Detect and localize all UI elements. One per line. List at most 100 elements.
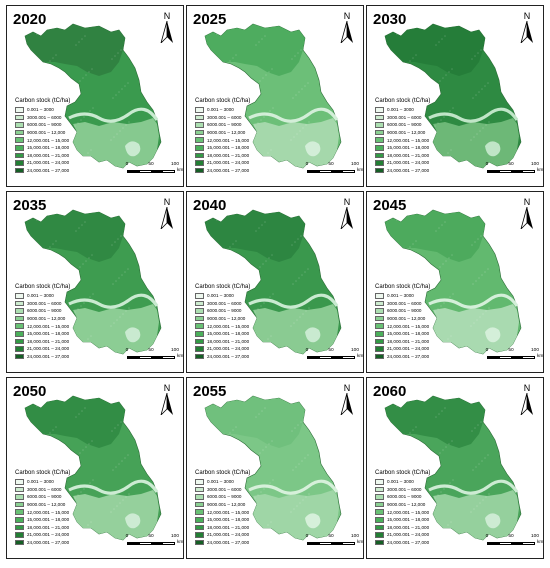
legend-label: 24,000.001 – 27,000 [27, 168, 70, 174]
legend-swatch [375, 300, 384, 307]
legend-swatch [195, 137, 204, 143]
scale-unit: km [537, 354, 544, 359]
texture-dot [44, 291, 46, 293]
year-label: 2025 [193, 11, 227, 28]
legend-swatch [195, 509, 204, 515]
texture-dot [111, 244, 113, 246]
scale-tick-label: 100 [170, 162, 180, 167]
texture-dot [120, 49, 122, 51]
texture-dot [82, 263, 84, 265]
texture-dot [73, 272, 75, 274]
scale-bar: 0 50 100 km [305, 162, 364, 184]
texture-dot [398, 111, 400, 113]
texture-dot [123, 46, 125, 48]
texture-dot [126, 229, 128, 231]
texture-dot [451, 68, 453, 70]
texture-dot [267, 152, 269, 154]
texture-dot [473, 136, 475, 138]
texture-dot [77, 122, 79, 124]
texture-dot [482, 127, 484, 129]
scale-segment [511, 543, 523, 544]
legend-label: 21,000.001 – 24,000 [207, 346, 250, 352]
texture-dot [129, 40, 131, 42]
texture-dot [113, 322, 115, 324]
texture-dot [413, 96, 415, 98]
texture-dot [45, 330, 47, 332]
scale-segment [308, 543, 320, 544]
texture-dot [449, 110, 451, 112]
legend-label: 21,000.001 – 24,000 [207, 532, 250, 538]
carbon-stock-map [384, 23, 522, 169]
texture-dot [304, 271, 306, 273]
legend-swatch [375, 532, 384, 538]
texture-dot [472, 97, 474, 99]
texture-dot [90, 521, 92, 523]
texture-dot [407, 474, 409, 476]
texture-dot [306, 415, 308, 417]
texture-dot [438, 227, 440, 229]
scale-tick-label: 0 [305, 162, 309, 167]
texture-dot [264, 221, 266, 223]
carbon-stock-map [384, 209, 522, 355]
texture-dot [110, 325, 112, 327]
scale-tick-label: 50 [148, 348, 154, 353]
legend-swatch [375, 293, 384, 299]
legend-label: 9000.001 – 12,000 [27, 316, 66, 322]
texture-dot [452, 293, 454, 295]
texture-dot [478, 277, 480, 279]
texture-dot [298, 91, 300, 93]
legend-item: 6000.001 – 9000 [15, 493, 115, 501]
legend-label: 18,000.001 – 21,000 [207, 338, 250, 344]
texture-dot [86, 485, 88, 487]
texture-dot [411, 138, 413, 140]
texture-dot [448, 443, 450, 445]
legend-item: 18,000.001 – 21,000 [15, 524, 115, 532]
legend-item: 6000.001 – 9000 [15, 121, 115, 129]
texture-dot [433, 86, 435, 88]
scale-bar-graphic [487, 542, 535, 545]
legend-label: 24,000.001 – 27,000 [207, 354, 250, 360]
texture-dot [265, 74, 267, 76]
texture-dot [228, 513, 230, 515]
legend-item: 6000.001 – 9000 [375, 493, 475, 501]
texture-dot [222, 519, 224, 521]
texture-dot [51, 138, 53, 140]
texture-dot [450, 149, 452, 151]
texture-dot [231, 324, 233, 326]
north-arrow: N [337, 197, 357, 231]
texture-dot [122, 499, 124, 501]
texture-dot [230, 285, 232, 287]
texture-dot [484, 85, 486, 87]
scale-segment [331, 171, 343, 172]
texture-dot [305, 310, 307, 312]
legend-swatch [375, 539, 384, 546]
scale-labels: 0 50 100 [486, 162, 539, 170]
scale-unit: km [177, 540, 184, 545]
texture-dot [409, 432, 411, 434]
legend-item: 12,000.001 – 15,000 [195, 508, 295, 516]
scale-unit: km [357, 168, 364, 173]
north-arrow: N [517, 11, 537, 45]
carbon-stock-map [384, 395, 522, 541]
texture-dot [479, 502, 481, 504]
texture-dot [487, 454, 489, 456]
southern-region [253, 304, 339, 354]
texture-dot [303, 46, 305, 48]
map-panel-2055: 2055 N Carbon stock (tC/ha) 0.001 – 3000 300… [186, 377, 364, 559]
texture-dot [297, 424, 299, 426]
texture-dot [228, 327, 230, 329]
legend-label: 0.001 – 3000 [207, 479, 234, 485]
legend-label: 18,000.001 – 21,000 [27, 152, 70, 158]
legend-label: 3000.001 – 6000 [27, 486, 62, 492]
legend-label: 6000.001 – 9000 [27, 308, 62, 314]
texture-dot [414, 321, 416, 323]
texture-dot [449, 296, 451, 298]
texture-dot [404, 105, 406, 107]
texture-dot [219, 150, 221, 152]
texture-dot [471, 244, 473, 246]
texture-dot [78, 41, 80, 43]
texture-dot [48, 327, 50, 329]
scale-bar: 0 50 100 km [126, 348, 183, 370]
texture-dot [302, 127, 304, 129]
texture-dot [234, 507, 236, 509]
